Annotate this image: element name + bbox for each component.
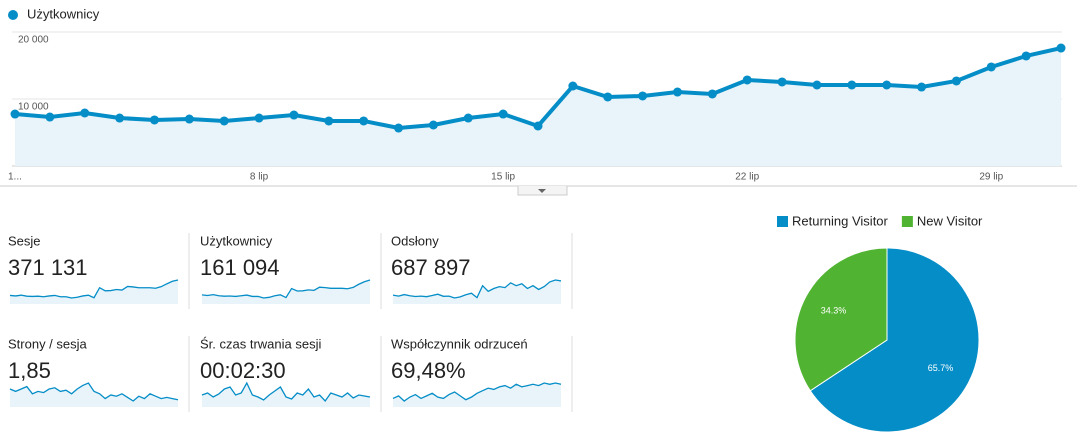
point [45,112,55,122]
x-tick-label: 22 lip [735,172,759,183]
sparkline [201,279,371,299]
metric-label: Współczynnik odrzuceń [391,336,528,351]
point [951,76,961,86]
legend-label: New Visitor [917,213,983,228]
point [359,116,369,126]
point [707,89,717,99]
sparkline [392,279,562,299]
collapse-arrow[interactable] [538,189,546,193]
legend-label: Returning Visitor [792,213,889,228]
metric-label: Sesje [8,233,41,248]
point [115,113,125,123]
point [777,77,787,87]
legend-swatch [901,216,913,227]
metric-value: 371 131 [8,255,88,280]
sparkline-area [393,280,561,304]
point [603,92,613,102]
x-tick-label: 1... [8,172,22,183]
metric-label: Użytkownicy [200,233,273,248]
metric-label: Śr. czas trwania sesji [200,336,321,351]
point [568,81,578,91]
point [882,80,892,90]
y-tick-label: 10 000 [18,102,49,113]
metric-value: 687 897 [391,255,471,280]
point [533,121,543,131]
metric-value: 69,48% [391,358,466,383]
x-tick-label: 8 lip [250,172,269,183]
pie-slice [794,247,888,392]
legend-label: Użytkownicy [27,6,100,21]
point [812,80,822,90]
sparkline-area [393,383,561,407]
point [254,113,264,123]
point [428,120,438,130]
metric-label: Odsłony [391,233,439,248]
metric-value: 1,85 [8,358,51,383]
sparkline [201,381,371,403]
legend-dot [8,10,18,20]
point [324,116,334,126]
x-tick-label: 15 lip [491,172,515,183]
y-tick-label: 20 000 [18,35,49,46]
area [15,48,1061,166]
metric-value: 161 094 [200,255,280,280]
point [80,108,90,118]
point [219,116,229,126]
sparkline-area [10,280,178,304]
point [847,80,857,90]
metric-value: 00:02:30 [200,358,286,383]
pie-label: 34.3% [821,306,847,316]
point [394,123,404,133]
point [463,113,473,123]
point [498,109,508,119]
point [917,82,927,92]
point [638,91,648,101]
point [1056,43,1066,53]
x-tick-label: 29 lip [979,172,1003,183]
point [149,115,159,125]
legend-swatch [777,216,788,227]
sparkline [9,279,179,299]
point [10,109,20,119]
point [1021,51,1031,61]
point [289,110,299,120]
point [184,114,194,124]
pie-label: 65.7% [928,363,954,373]
pie-slice [809,247,980,432]
point [986,62,996,72]
point [672,87,682,97]
point [742,75,752,85]
sparkline-area [202,280,370,304]
sparkline [392,382,562,402]
metric-label: Strony / sesja [8,336,88,351]
sparkline [9,382,179,402]
